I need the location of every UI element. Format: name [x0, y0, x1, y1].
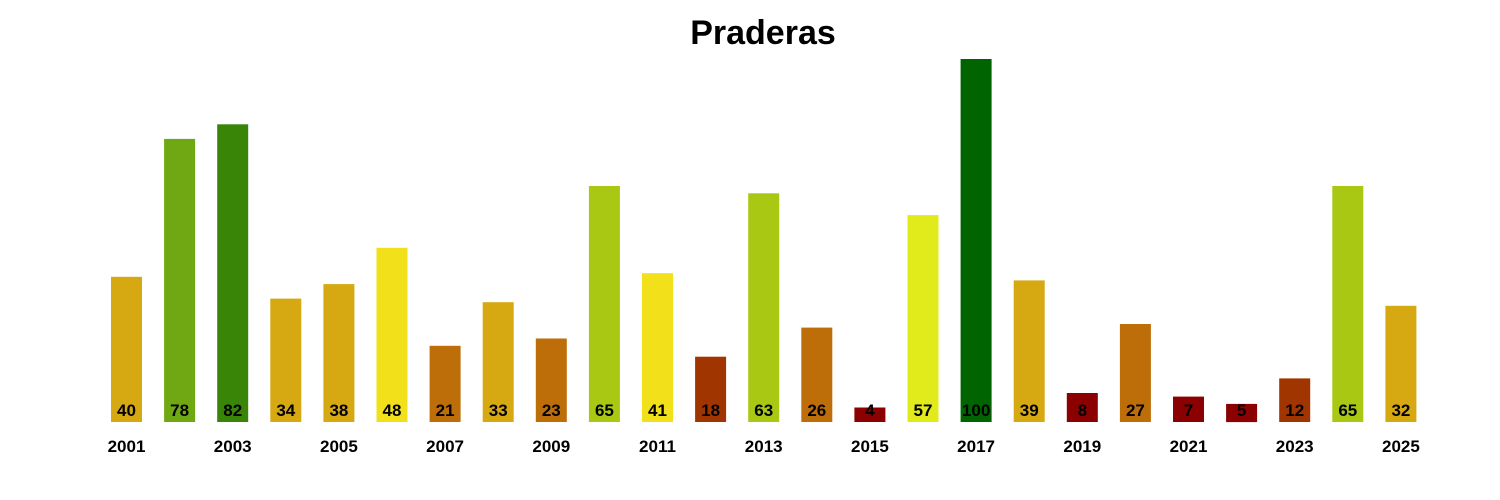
- value-label-2025: 32: [1391, 401, 1410, 420]
- value-label-2024: 65: [1338, 401, 1357, 420]
- value-label-2007: 21: [436, 401, 455, 420]
- value-label-2002: 78: [170, 401, 189, 420]
- value-label-2018: 39: [1020, 401, 1039, 420]
- bar-2001: [111, 276, 142, 422]
- bar-2006: [376, 247, 408, 422]
- x-tick-label-2003: 2003: [214, 437, 252, 456]
- value-label-2014: 26: [807, 401, 826, 420]
- value-label-2015: 4: [865, 401, 875, 420]
- x-tick-label-2025: 2025: [1382, 437, 1420, 456]
- bar-2020: [1119, 324, 1151, 422]
- value-label-2008: 33: [489, 401, 508, 420]
- bar-2016: [907, 215, 939, 422]
- x-tick-label-2019: 2019: [1063, 437, 1101, 456]
- bar-2002: [164, 138, 196, 422]
- bar-2005: [323, 284, 355, 422]
- bar-2008: [482, 302, 514, 422]
- value-label-2009: 23: [542, 401, 561, 420]
- value-label-2011: 41: [648, 401, 667, 420]
- bar-2017: [960, 59, 992, 422]
- bar-2009: [535, 338, 567, 422]
- chart-title: Praderas: [690, 14, 836, 52]
- value-label-2004: 34: [276, 401, 295, 420]
- bar-2021: [1173, 396, 1204, 422]
- bar-2014: [801, 327, 833, 422]
- bar-2012: [695, 356, 727, 422]
- x-tick-label-2007: 2007: [426, 437, 464, 456]
- bar-2010: [588, 186, 620, 422]
- bar-2003: [217, 124, 249, 423]
- value-label-2001: 40: [117, 401, 136, 420]
- value-label-2020: 27: [1126, 401, 1145, 420]
- bar-2019: [1066, 393, 1098, 422]
- x-tick-label-2015: 2015: [851, 437, 889, 456]
- value-label-2013: 63: [754, 401, 773, 420]
- x-axis-tick-labels: 2001 2003 2005 2007 2009 2011 2013 2015 2017 2019…: [108, 437, 1420, 456]
- x-tick-label-2009: 2009: [532, 437, 570, 456]
- x-tick-label-2017: 2017: [957, 437, 995, 456]
- bar-2025: [1385, 305, 1417, 422]
- x-tick-label-2013: 2013: [745, 437, 783, 456]
- value-label-2022: 5: [1237, 401, 1246, 420]
- value-label-2003: 82: [223, 401, 242, 420]
- value-label-2023: 12: [1285, 401, 1304, 420]
- bar-2004: [270, 298, 302, 422]
- bar-2013: [748, 193, 780, 422]
- bar-2022: [1226, 403, 1258, 423]
- x-tick-label-2001: 2001: [108, 437, 146, 456]
- bars-group: [111, 59, 1417, 423]
- value-label-2019: 8: [1078, 401, 1087, 420]
- value-label-2005: 38: [329, 401, 348, 420]
- value-label-2010: 65: [595, 401, 614, 420]
- x-tick-label-2021: 2021: [1170, 437, 1208, 456]
- bar-2023: [1279, 378, 1311, 422]
- bar-2007: [429, 345, 461, 422]
- x-tick-label-2011: 2011: [639, 437, 676, 456]
- value-label-2016: 57: [914, 401, 933, 420]
- bar-2024: [1332, 186, 1364, 422]
- value-label-2021: 7: [1184, 401, 1193, 420]
- bar-2018: [1013, 280, 1045, 422]
- value-label-2006: 48: [383, 401, 402, 420]
- value-labels-group: 40 78 82 34 38 48 21 33 23 65 41 18 63 26 4 57 100 39 8 27 7…: [117, 401, 1410, 420]
- x-tick-label-2023: 2023: [1276, 437, 1314, 456]
- value-label-2012: 18: [701, 401, 720, 420]
- x-tick-label-2005: 2005: [320, 437, 358, 456]
- bar-2011: [642, 273, 673, 422]
- bar-2015: [854, 407, 886, 422]
- value-label-2017: 100: [962, 401, 990, 420]
